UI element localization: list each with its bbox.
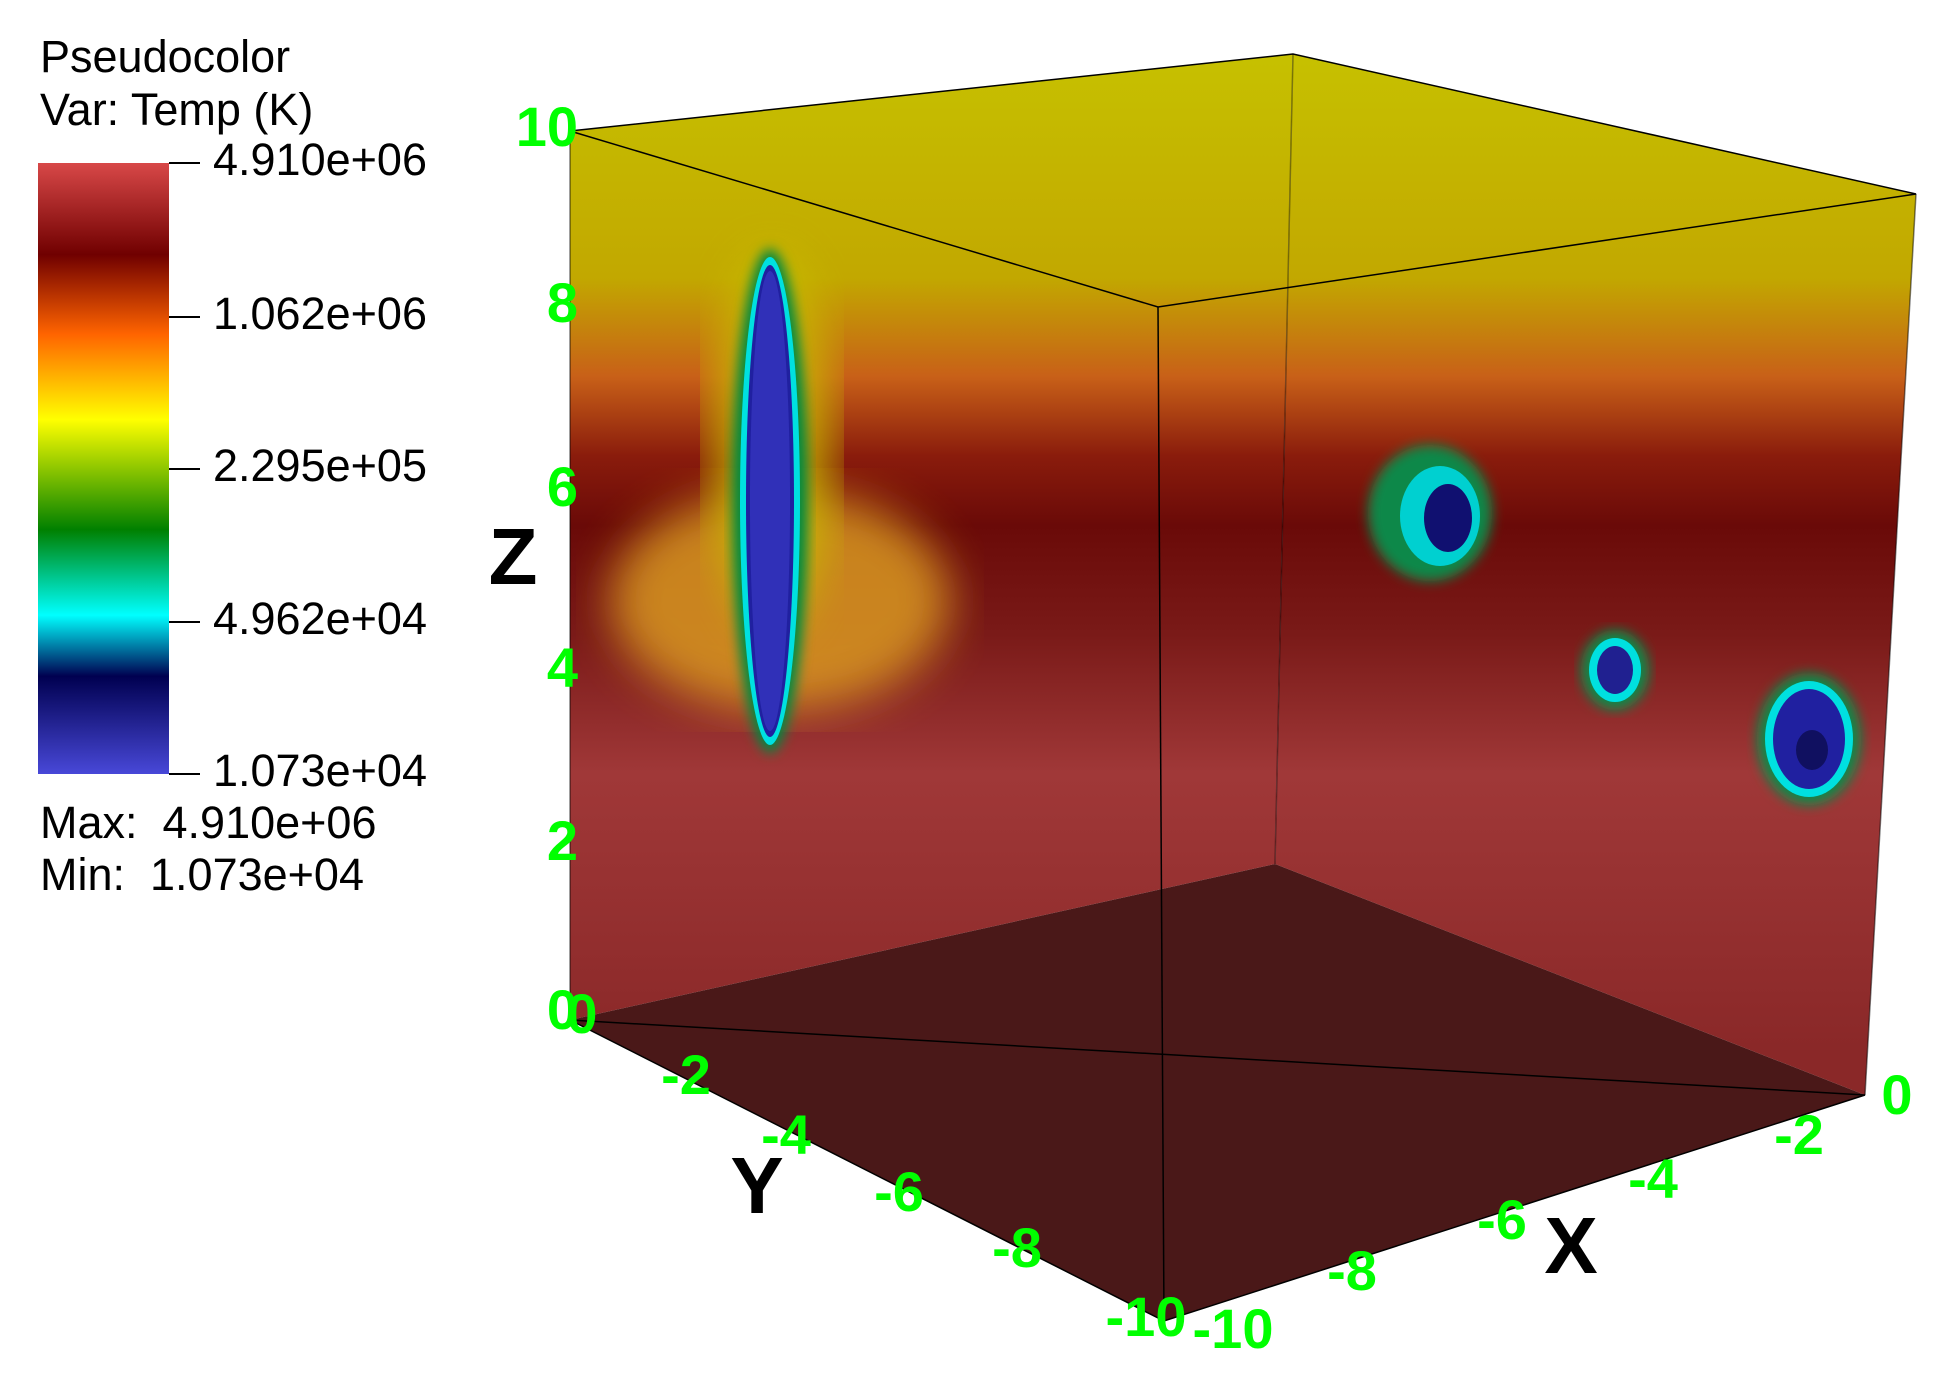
z-tick-label: 4 bbox=[547, 636, 578, 699]
legend: Pseudocolor Var: Temp (K) 4.910e+06 1.062… bbox=[38, 31, 427, 900]
x-tick-label: 0 bbox=[1881, 1063, 1912, 1126]
legend-min: Min: 1.073e+04 bbox=[40, 849, 364, 900]
color-bar-label: 1.062e+06 bbox=[213, 288, 427, 339]
y-axis-title: Y bbox=[730, 1141, 783, 1230]
x-axis-title: X bbox=[1544, 1201, 1597, 1290]
y-tick-label: -6 bbox=[874, 1160, 924, 1223]
z-tick-label: 10 bbox=[516, 95, 578, 158]
axes: Z Y X 0 2 4 6 8 10 0 -2 -4 -6 -8 -10 -10 -8 -6 -4 -2 0 bbox=[489, 95, 1913, 1360]
legend-max: Max: 4.910e+06 bbox=[40, 797, 377, 848]
floor bbox=[570, 864, 1865, 1321]
x-tick-label: -8 bbox=[1327, 1239, 1377, 1302]
right-wall bbox=[1275, 54, 1916, 1095]
z-tick-label: 2 bbox=[547, 809, 578, 872]
y-tick-label: -2 bbox=[661, 1043, 711, 1106]
x-tick-label: -6 bbox=[1477, 1188, 1527, 1251]
color-bar bbox=[38, 163, 169, 774]
color-bar-label: 1.073e+04 bbox=[213, 745, 427, 796]
color-bar-label: 4.962e+04 bbox=[213, 593, 427, 644]
color-bar-label: 4.910e+06 bbox=[213, 134, 427, 185]
y-tick-label: -10 bbox=[1106, 1285, 1187, 1348]
legend-variable: Var: Temp (K) bbox=[40, 84, 313, 135]
z-axis-title: Z bbox=[489, 512, 538, 601]
x-tick-label: -2 bbox=[1774, 1103, 1824, 1166]
x-tick-label: -4 bbox=[1628, 1147, 1678, 1210]
z-tick-label: 0 bbox=[547, 978, 578, 1041]
z-tick-label: 6 bbox=[547, 455, 578, 518]
z-tick-label: 8 bbox=[547, 271, 578, 334]
left-blob bbox=[610, 249, 950, 753]
y-tick-label: -4 bbox=[761, 1103, 811, 1166]
y-tick-label: -8 bbox=[992, 1216, 1042, 1279]
y-tick-label: 0 bbox=[566, 982, 597, 1045]
right-blobs bbox=[1368, 445, 1861, 805]
bounding-box bbox=[569, 53, 1917, 1322]
color-bar-label: 2.295e+05 bbox=[213, 440, 427, 491]
legend-title: Pseudocolor bbox=[40, 31, 290, 82]
x-tick-label: -10 bbox=[1193, 1297, 1274, 1360]
